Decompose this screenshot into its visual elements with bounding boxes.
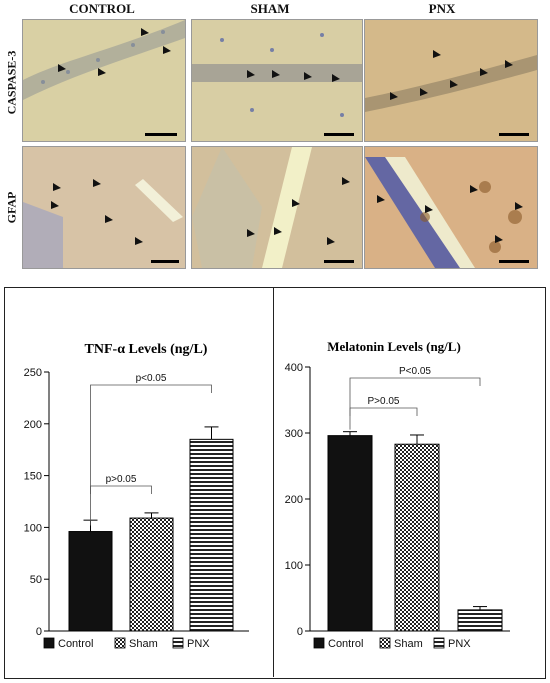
charts-frame xyxy=(4,287,546,679)
chart-tnf-alpha: TNF-α Levels (ng/L) 0 50 100 150 200 250 p>0.… xyxy=(24,342,249,650)
bar-pnx xyxy=(457,609,503,632)
legend-label-pnx: PNX xyxy=(448,638,471,650)
legend-swatch-sham xyxy=(379,637,391,649)
legend-label-control: Control xyxy=(58,638,93,650)
significance-bracket: P<0.05 xyxy=(349,366,481,430)
y-tick-label: 100 xyxy=(285,560,303,572)
column-title-sham: SHAM xyxy=(250,1,290,16)
row-label-caspase3: CASPASE-3 xyxy=(4,50,19,115)
y-tick-label: 250 xyxy=(24,367,42,379)
y-tick-label: 0 xyxy=(36,626,42,638)
significance-bracket: P>0.05 xyxy=(349,396,418,416)
significance-bracket: p>0.05 xyxy=(90,474,152,494)
charts-divider xyxy=(273,287,274,677)
column-title-control: CONTROL xyxy=(69,1,135,16)
legend-label-sham: Sham xyxy=(129,638,158,650)
legend-label-sham: Sham xyxy=(394,638,423,650)
bar-sham xyxy=(394,443,440,632)
legend-swatch-control xyxy=(313,637,325,649)
significance-bracket: p<0.05 xyxy=(90,373,212,526)
micrograph-gfap-sham xyxy=(191,146,363,269)
y-tick-label: 400 xyxy=(285,362,303,374)
significance-label: P>0.05 xyxy=(368,396,400,407)
legend-swatch-control xyxy=(43,637,55,649)
significance-label: p>0.05 xyxy=(106,474,137,485)
y-tick-label: 200 xyxy=(285,494,303,506)
row-label-gfap: GFAP xyxy=(4,191,19,224)
bar-control xyxy=(68,531,113,632)
chart-title: TNF-α Levels (ng/L) xyxy=(85,342,208,357)
significance-label: p<0.05 xyxy=(136,373,167,384)
y-tick-label: 200 xyxy=(24,419,42,431)
y-tick-label: 50 xyxy=(30,574,42,586)
chart-melatonin: Melatonin Levels (ng/L) 0 100 200 300 400 P>… xyxy=(285,339,510,650)
micrograph-gfap-control xyxy=(22,146,186,269)
legend-swatch-sham xyxy=(114,637,126,649)
y-tick-label: 0 xyxy=(297,626,303,638)
bar-control xyxy=(327,435,373,632)
column-title-pnx: PNX xyxy=(428,1,456,16)
legend-swatch-pnx xyxy=(172,637,184,649)
legend-label-pnx: PNX xyxy=(187,638,210,650)
micrograph-caspase3-pnx xyxy=(364,19,538,142)
chart-title: Melatonin Levels (ng/L) xyxy=(327,339,461,354)
micrograph-caspase3-control xyxy=(22,19,186,142)
bar-sham xyxy=(129,517,174,632)
y-tick-label: 100 xyxy=(24,522,42,534)
legend-swatch-pnx xyxy=(433,637,445,649)
y-tick-label: 150 xyxy=(24,471,42,483)
y-tick-label: 300 xyxy=(285,428,303,440)
micrograph-gfap-pnx xyxy=(364,146,538,269)
significance-label: P<0.05 xyxy=(399,366,431,377)
legend-label-control: Control xyxy=(328,638,363,650)
micrograph-caspase3-sham xyxy=(191,19,363,142)
bar-pnx xyxy=(189,438,234,632)
